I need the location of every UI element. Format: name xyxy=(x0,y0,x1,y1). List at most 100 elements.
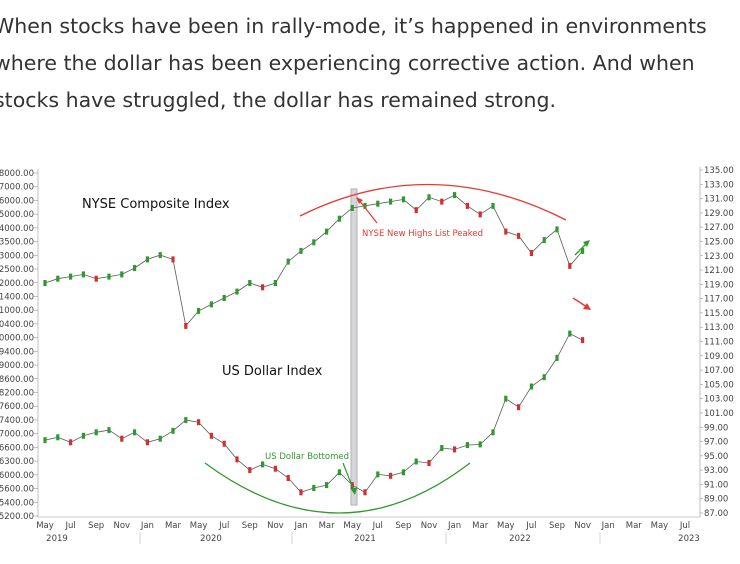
right-tick-label: 125.00 xyxy=(704,237,734,247)
usd-series-point xyxy=(555,354,559,361)
left-tick-label: 15000.00 xyxy=(0,210,34,220)
right-tick-label: 89.00 xyxy=(704,495,728,505)
x-month-label: Mar xyxy=(472,521,489,531)
x-month-label: Nov xyxy=(574,521,591,531)
nyse-series-point xyxy=(261,284,265,291)
dollar-bottom-label: US Dollar Bottomed xyxy=(265,452,349,462)
usd-series-point xyxy=(312,485,316,491)
nyse-series-point xyxy=(363,202,367,209)
right-tick-label: 129.00 xyxy=(704,209,734,219)
left-tick-label: 8600.00 xyxy=(0,375,34,385)
right-tick-label: 105.00 xyxy=(704,380,734,390)
right-tick-label: 135.00 xyxy=(704,166,734,176)
usd-series-point xyxy=(158,435,162,442)
usd-series-point xyxy=(209,432,213,439)
x-month-label: Jan xyxy=(447,521,461,531)
usd-series-point xyxy=(581,337,585,344)
nyse-series-point xyxy=(376,200,380,207)
nyse-up-arrowhead xyxy=(583,240,590,247)
left-tick-label: 7000.00 xyxy=(0,430,34,440)
nyse-series-point xyxy=(299,247,303,254)
right-tick-label: 87.00 xyxy=(704,509,728,519)
right-tick-label: 113.00 xyxy=(704,323,734,333)
nyse-series-point xyxy=(440,198,444,205)
usd-series-point xyxy=(478,441,482,448)
usd-series-point xyxy=(542,374,546,381)
chart-svg: 18000.00 17000.00 16000.00 15000.00 14000.00… xyxy=(0,163,740,560)
nyse-series-point xyxy=(555,226,559,233)
usd-series-point xyxy=(363,489,367,496)
nyse-series-point xyxy=(184,322,188,329)
nyse-series-point xyxy=(401,196,405,203)
nyse-series-point xyxy=(94,275,98,282)
x-month-label: Sep xyxy=(88,521,104,531)
left-tick-label: 10400.00 xyxy=(0,320,34,330)
usd-series-point xyxy=(145,439,149,446)
usd-series-point xyxy=(401,469,405,476)
right-tick-label: 109.00 xyxy=(704,352,734,362)
x-month-label: Jul xyxy=(64,521,75,531)
right-axis: 135.00 133.00 131.00 129.00 127.00 125.00 123.… xyxy=(699,166,734,519)
nyse-series-point xyxy=(43,280,47,286)
usd-series-point xyxy=(286,475,290,481)
nyse-series-point xyxy=(69,273,73,280)
left-tick-label: 5600.00 xyxy=(0,485,34,495)
vertical-divider xyxy=(350,188,358,506)
x-month-label: Jul xyxy=(525,521,536,531)
right-tick-label: 127.00 xyxy=(704,223,734,233)
right-tick-label: 103.00 xyxy=(704,395,734,405)
x-axis: May Jul Sep Nov Jan Mar May Jul Sep Nov Jan Mar May J… xyxy=(36,516,700,544)
right-tick-label: 131.00 xyxy=(704,195,734,205)
usd-series-point xyxy=(69,439,73,446)
x-month-label: Nov xyxy=(267,521,284,531)
x-month-label: May xyxy=(651,521,669,531)
left-tick-label: 6000.00 xyxy=(0,471,34,481)
right-tick-label: 101.00 xyxy=(704,409,734,419)
nyse-series-point xyxy=(581,247,585,254)
nyse-series-point xyxy=(325,228,329,235)
x-month-label: Mar xyxy=(165,521,182,531)
right-tick-label: 123.00 xyxy=(704,252,734,262)
right-tick-label: 111.00 xyxy=(704,338,734,348)
nyse-series-point xyxy=(453,192,457,199)
left-tick-label: 12000.00 xyxy=(0,279,34,289)
nyse-series-point xyxy=(81,271,85,278)
usd-series-point xyxy=(248,467,252,474)
x-month-label: Sep xyxy=(242,521,258,531)
left-tick-label: 12500.00 xyxy=(0,265,34,275)
right-tick-label: 107.00 xyxy=(704,366,734,376)
usd-series-point xyxy=(414,458,418,465)
usd-series-point xyxy=(440,445,444,451)
nyse-series-point xyxy=(133,265,137,271)
left-tick-label: 5200.00 xyxy=(0,512,34,522)
nyse-series-point xyxy=(478,211,482,218)
x-month-label: Nov xyxy=(114,521,131,531)
dollar-bottom-arrow xyxy=(342,462,355,492)
usd-series-point xyxy=(197,419,201,426)
nyse-series-point xyxy=(248,280,252,286)
arc-layer xyxy=(204,183,591,514)
x-year-label: 2023 xyxy=(678,534,700,544)
nyse-series-point xyxy=(235,288,239,295)
x-month-label: Sep xyxy=(549,521,565,531)
x-month-label: May xyxy=(497,521,515,531)
left-tick-label: 14000.00 xyxy=(0,224,34,234)
x-month-label: Jan xyxy=(293,521,307,531)
usd-series-point xyxy=(491,429,495,436)
nyse-series-point xyxy=(517,232,521,239)
usd-series-point xyxy=(465,442,469,449)
usd-series-point xyxy=(184,417,188,424)
left-tick-label: 10000.00 xyxy=(0,334,34,344)
right-tick-label: 115.00 xyxy=(704,309,734,319)
right-tick-label: 99.00 xyxy=(704,423,728,433)
nyse-series-point xyxy=(286,258,290,265)
usd-series-point xyxy=(325,482,329,489)
usd-series-point xyxy=(427,460,431,466)
left-tick-label: 8200.00 xyxy=(0,389,34,399)
usd-series-point xyxy=(299,489,303,496)
x-month-label: May xyxy=(36,521,54,531)
usd-series-point xyxy=(376,471,380,478)
usd-down-arrow xyxy=(572,297,588,308)
x-month-label: Jan xyxy=(601,521,615,531)
nyse-series-point xyxy=(427,194,431,201)
